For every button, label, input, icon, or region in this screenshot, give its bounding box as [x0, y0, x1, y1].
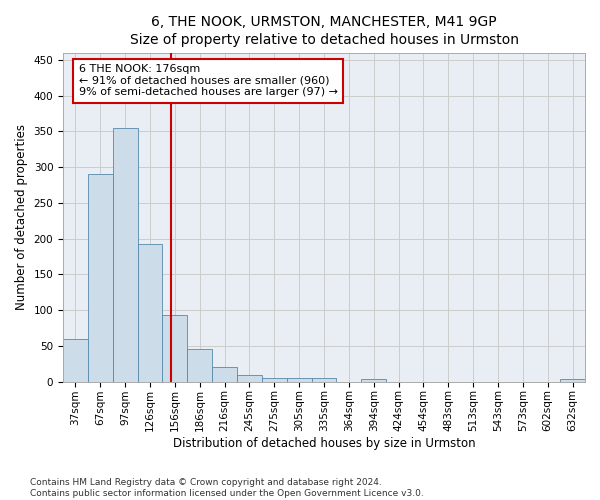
Bar — [560, 379, 585, 382]
Bar — [237, 375, 262, 382]
Bar — [287, 378, 311, 382]
Bar — [163, 315, 187, 382]
Bar — [212, 368, 237, 382]
Bar — [137, 244, 163, 382]
Bar — [113, 128, 137, 382]
Bar — [262, 378, 287, 382]
Text: Contains HM Land Registry data © Crown copyright and database right 2024.
Contai: Contains HM Land Registry data © Crown c… — [30, 478, 424, 498]
Y-axis label: Number of detached properties: Number of detached properties — [15, 124, 28, 310]
Bar — [311, 378, 337, 382]
Text: 6 THE NOOK: 176sqm
← 91% of detached houses are smaller (960)
9% of semi-detache: 6 THE NOOK: 176sqm ← 91% of detached hou… — [79, 64, 338, 98]
Bar — [63, 340, 88, 382]
Bar — [187, 349, 212, 382]
Title: 6, THE NOOK, URMSTON, MANCHESTER, M41 9GP
Size of property relative to detached : 6, THE NOOK, URMSTON, MANCHESTER, M41 9G… — [130, 15, 518, 48]
Bar — [88, 174, 113, 382]
Bar — [361, 379, 386, 382]
X-axis label: Distribution of detached houses by size in Urmston: Distribution of detached houses by size … — [173, 437, 475, 450]
